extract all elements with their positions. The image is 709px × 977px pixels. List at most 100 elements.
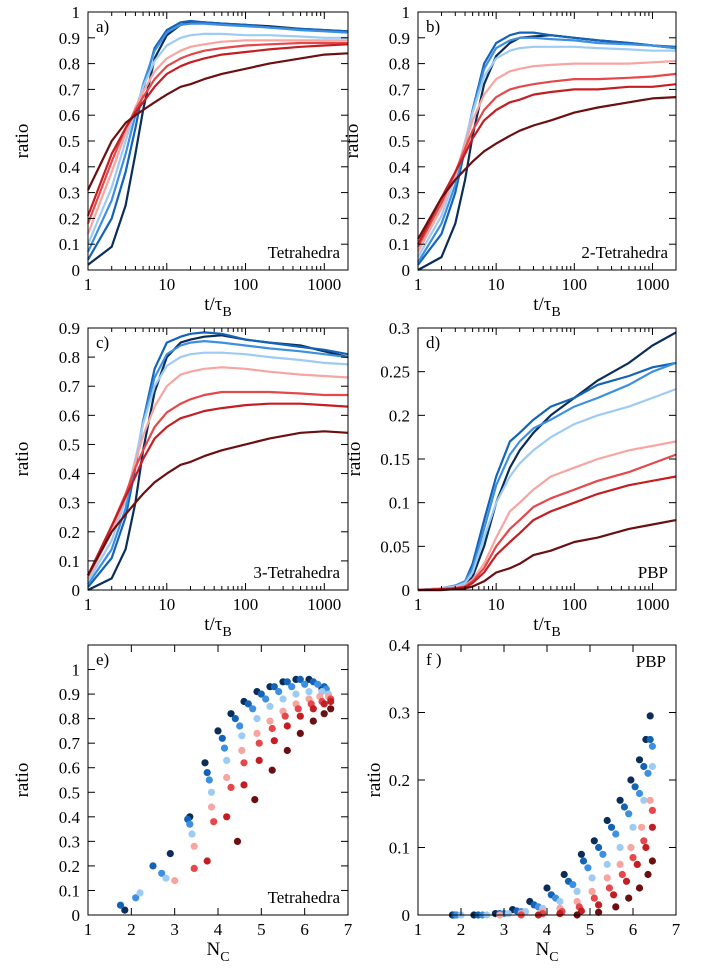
data-point	[223, 756, 231, 765]
series-line-1	[417, 34, 677, 271]
series-line-2	[417, 31, 677, 266]
y-tick-label: 0.8	[59, 710, 80, 729]
x-tick-label: 1	[84, 595, 93, 614]
series-line-6	[417, 72, 677, 248]
x-tick-label: 1	[84, 275, 93, 294]
plot-frame	[87, 11, 349, 271]
x-tick-label: 1000	[635, 275, 669, 294]
data-point	[255, 739, 263, 747]
x-axis-title: t/τB	[533, 294, 561, 320]
y-axis-title: ratio	[344, 442, 365, 477]
y-tick-label: 0	[402, 261, 411, 280]
data-point	[646, 796, 654, 804]
y-tick-label: 0.5	[59, 435, 80, 454]
x-tick-label: 100	[562, 595, 588, 614]
y-tick-label: 0.6	[59, 406, 80, 425]
data-point	[605, 884, 614, 892]
data-point	[616, 843, 624, 852]
y-tick-label: 0.4	[59, 158, 81, 177]
y-tick-label: 0	[72, 261, 81, 280]
data-point	[633, 860, 641, 869]
panel-annotation: Tetrahedra	[268, 243, 341, 262]
data-point	[640, 837, 648, 845]
y-tick-label: 0.05	[380, 537, 410, 556]
data-point	[603, 816, 611, 825]
y-tick-label: 1	[72, 661, 81, 680]
x-axis-title-subscript: B	[222, 305, 231, 320]
data-point	[231, 715, 239, 723]
y-tick-label: 0.2	[389, 771, 410, 790]
data-point	[612, 830, 620, 838]
data-point	[622, 877, 631, 885]
data-point	[283, 746, 291, 755]
series-group	[417, 331, 677, 592]
data-point	[607, 823, 616, 831]
data-point	[132, 894, 140, 902]
data-point	[556, 910, 564, 918]
data-point	[629, 854, 637, 862]
x-axis-title-main: t/τ	[533, 614, 552, 635]
x-axis-title-main: N	[206, 939, 220, 960]
data-point	[149, 862, 157, 870]
data-point	[635, 789, 644, 798]
x-tick-label: 7	[672, 920, 681, 939]
data-point	[296, 712, 304, 720]
y-tick-label: 0.9	[389, 29, 410, 48]
y-tick-label: 0.5	[59, 783, 80, 802]
x-axis-title-main: t/τ	[533, 294, 552, 315]
data-point	[262, 695, 270, 703]
series-line-2	[417, 361, 677, 592]
y-tick-label: 0.2	[389, 406, 410, 425]
data-point	[283, 678, 291, 686]
data-point	[640, 762, 648, 771]
y-axis-title: ratio	[12, 124, 33, 159]
data-point	[203, 769, 211, 777]
data-point	[296, 729, 304, 738]
panel-label: e)	[96, 650, 109, 669]
data-point	[595, 843, 603, 852]
panel-annotation: 2-Tetrahedra	[581, 243, 668, 262]
x-tick-label: 6	[629, 920, 638, 939]
x-tick-label: 1000	[307, 275, 341, 294]
data-point	[648, 762, 657, 771]
y-axis-title: ratio	[364, 763, 385, 798]
data-point	[309, 717, 317, 725]
y-tick-label: 0.25	[380, 363, 410, 382]
y-tick-label: 0.6	[389, 106, 410, 125]
data-point	[320, 700, 328, 708]
y-tick-label: 0.3	[59, 832, 80, 851]
x-axis-title: t/τB	[204, 614, 232, 640]
y-tick-label: 0	[402, 906, 411, 925]
panel-label: d)	[426, 333, 440, 352]
data-point	[620, 803, 629, 811]
x-tick-label: 2	[127, 920, 136, 939]
series-line-6	[87, 390, 348, 576]
data-point	[612, 903, 620, 911]
y-tick-label: 0.4	[59, 808, 81, 827]
data-point	[214, 727, 222, 735]
data-point	[270, 683, 278, 691]
y-tick-label: 0.9	[59, 685, 80, 704]
panel-label: f )	[426, 650, 442, 669]
data-point	[251, 796, 259, 804]
x-axis-title: NC	[206, 939, 229, 965]
x-tick-label: 1	[414, 275, 423, 294]
y-tick-label: 0.9	[59, 29, 80, 48]
data-point	[281, 712, 289, 720]
data-point	[162, 874, 170, 882]
data-point	[220, 744, 229, 752]
data-point	[616, 860, 624, 869]
data-point	[296, 675, 304, 684]
data-point	[618, 870, 626, 879]
data-point	[627, 776, 635, 784]
x-axis-title-main: N	[535, 939, 549, 960]
x-axis-title-subscript: B	[551, 305, 560, 320]
y-tick-label: 0.9	[59, 319, 80, 338]
x-tick-label: 1	[84, 920, 93, 939]
panel-label: b)	[426, 17, 440, 36]
x-tick-label: 7	[344, 920, 353, 939]
data-point	[171, 877, 179, 885]
x-tick-label: 1	[414, 595, 423, 614]
plot-frame	[87, 327, 349, 591]
